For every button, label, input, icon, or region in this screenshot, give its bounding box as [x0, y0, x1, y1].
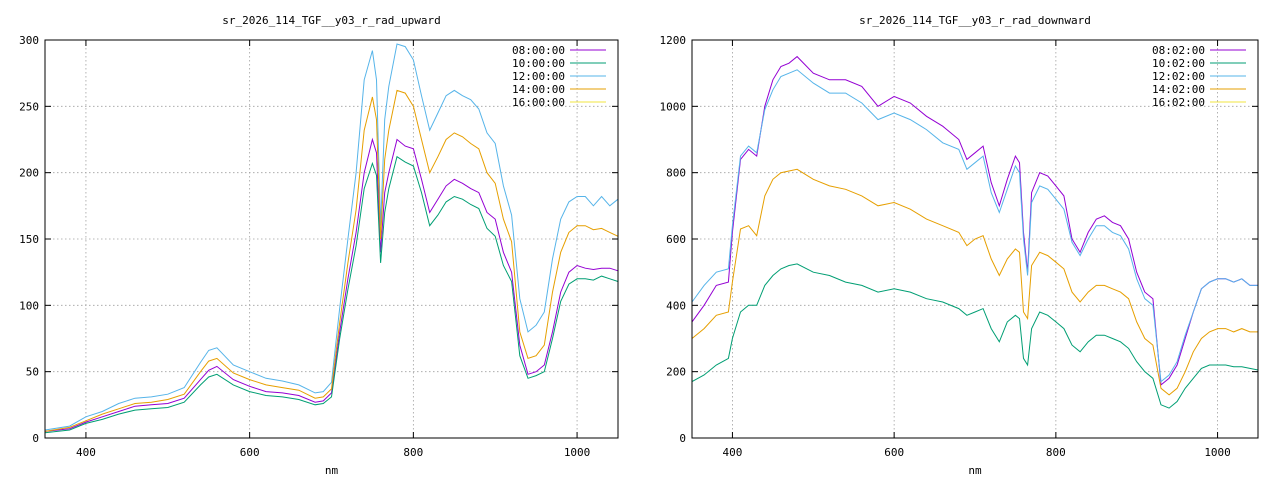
y-tick-label: 0	[679, 432, 686, 445]
legend-label: 12:00:00	[512, 70, 565, 83]
series-line-120200	[691, 69, 1258, 383]
x-tick-label: 600	[240, 446, 260, 459]
x-tick-label: 400	[722, 446, 742, 459]
y-tick-label: 250	[19, 100, 39, 113]
chart-title: sr_2026_114_TGF__y03_r_rad_upward	[222, 14, 441, 27]
legend-label: 10:00:00	[512, 57, 565, 70]
plot-frame	[691, 39, 1259, 439]
legend-label: 10:02:00	[1152, 57, 1205, 70]
series-line-120000	[44, 43, 619, 431]
y-tick-label: 300	[19, 34, 39, 47]
y-tick-label: 200	[19, 167, 39, 180]
y-tick-label: 600	[666, 233, 686, 246]
y-tick-label: 150	[19, 233, 39, 246]
upward-radiance-chart: sr_2026_114_TGF__y03_r_rad_upward 400 600 8…	[19, 14, 619, 477]
y-tick-label: 400	[666, 299, 686, 312]
x-tick-label: 800	[1046, 446, 1066, 459]
plot-frame	[44, 39, 619, 439]
legend-label: 12:02:00	[1152, 70, 1205, 83]
legend-label: 08:02:00	[1152, 44, 1205, 57]
x-tick-label: 1000	[1204, 446, 1231, 459]
y-tick-label: 1200	[660, 34, 687, 47]
series-line-080000	[44, 137, 619, 432]
legend-label: 14:00:00	[512, 83, 565, 96]
y-tick-label: 50	[26, 366, 39, 379]
legend-label: 08:00:00	[512, 44, 565, 57]
x-tick-label: 800	[403, 446, 423, 459]
y-tick-label: 800	[666, 167, 686, 180]
series-line-100000	[44, 155, 619, 434]
series-line-140200	[691, 168, 1258, 396]
series-line-100200	[691, 263, 1259, 409]
downward-radiance-chart: sr_2026_114_TGF__y03_r_rad_downward 400 60…	[660, 14, 1259, 477]
y-tick-label: 0	[32, 432, 39, 445]
chart-title: sr_2026_114_TGF__y03_r_rad_downward	[859, 14, 1091, 27]
y-tick-label: 1000	[660, 100, 687, 113]
x-axis-label: nm	[968, 464, 982, 477]
y-tick-label: 200	[666, 366, 686, 379]
x-axis-label: nm	[325, 464, 339, 477]
y-tick-label: 100	[19, 299, 39, 312]
x-tick-label: 600	[884, 446, 904, 459]
legend-label: 14:02:00	[1152, 83, 1205, 96]
series-line-140000	[44, 89, 619, 432]
legend-label: 16:00:00	[512, 96, 565, 109]
legend-label: 16:02:00	[1152, 96, 1205, 109]
x-tick-label: 1000	[564, 446, 591, 459]
x-tick-label: 400	[76, 446, 96, 459]
